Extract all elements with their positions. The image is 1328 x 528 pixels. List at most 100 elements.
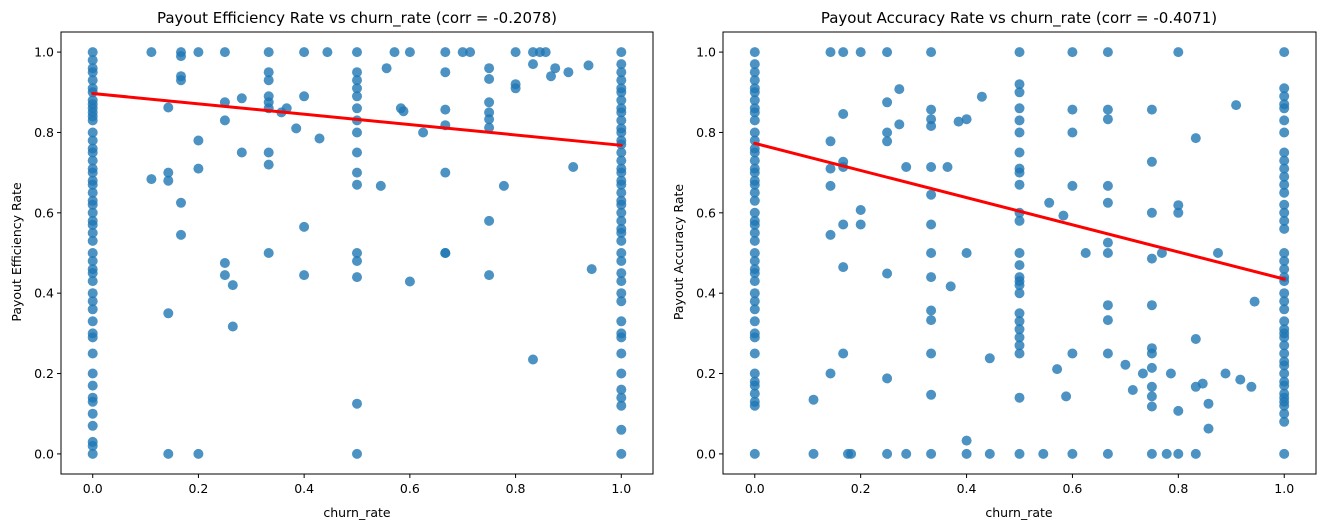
- scatter-point: [1067, 104, 1078, 115]
- scatter-point: [510, 47, 521, 58]
- scatter-panel-payout-accuracy: Payout Accuracy Rate vs churn_rate (corr…: [671, 9, 1317, 520]
- scatter-point: [87, 268, 98, 279]
- scatter-point: [1203, 398, 1214, 409]
- scatter-point: [146, 174, 157, 185]
- scatter-point: [440, 104, 451, 115]
- scatter-point: [616, 199, 627, 210]
- scatter-point: [616, 288, 627, 299]
- scatter-point: [616, 332, 627, 343]
- scatter-point: [1279, 147, 1290, 158]
- scatter-point: [1014, 147, 1025, 158]
- scatter-point: [749, 276, 760, 287]
- scatter-point: [1249, 296, 1260, 307]
- scatter-point: [1146, 300, 1157, 311]
- scatter-point: [1279, 199, 1290, 210]
- scatter-point: [1014, 79, 1025, 90]
- scatter-point: [1014, 87, 1025, 98]
- scatter-point: [1279, 380, 1290, 391]
- scatter-point: [219, 115, 230, 126]
- scatter-point: [1102, 197, 1113, 208]
- scatter-point: [389, 47, 400, 58]
- scatter-point: [808, 394, 819, 405]
- y-tick-label: 1.0: [34, 45, 54, 60]
- scatter-point: [616, 268, 627, 279]
- scatter-point: [1279, 256, 1290, 266]
- scatter-point: [1014, 248, 1025, 258]
- scatter-point: [616, 207, 627, 218]
- scatter-point: [1102, 248, 1113, 258]
- scatter-point: [87, 348, 98, 359]
- scatter-point: [616, 276, 627, 287]
- scatter-point: [87, 219, 98, 230]
- scatter-point: [87, 420, 98, 431]
- scatter-point: [546, 71, 556, 82]
- scatter-point: [1014, 167, 1025, 178]
- scatter-point: [1127, 385, 1138, 395]
- scatter-point: [352, 103, 362, 114]
- x-tick-label: 0.0: [83, 481, 103, 496]
- scatter-point: [1279, 368, 1290, 379]
- scatter-point: [352, 67, 362, 78]
- scatter-point: [263, 147, 274, 158]
- scatter-point: [1279, 91, 1290, 102]
- scatter-point: [1067, 47, 1078, 58]
- scatter-point: [984, 448, 995, 459]
- x-tick-label: 0.4: [294, 481, 314, 496]
- scatter-point: [838, 219, 849, 230]
- scatter-point: [846, 448, 857, 459]
- scatter-point: [1044, 197, 1055, 208]
- scatter-point: [87, 135, 98, 146]
- scatter-point: [749, 127, 760, 138]
- scatter-point: [1279, 416, 1290, 427]
- scatter-point: [1279, 187, 1290, 198]
- scatter-point: [299, 47, 310, 58]
- scatter-point: [961, 114, 972, 125]
- scatter-point: [1067, 180, 1078, 191]
- scatter-point: [749, 219, 760, 230]
- scatter-point: [440, 67, 451, 78]
- scatter-point: [984, 353, 995, 364]
- x-axis-label: churn_rate: [323, 505, 391, 520]
- y-axis-label: Payout Efficiency Rate: [9, 182, 24, 322]
- scatter-point: [163, 308, 174, 319]
- scatter-point: [616, 179, 627, 190]
- scatter-point: [1279, 103, 1290, 114]
- x-tick-label: 0.0: [745, 481, 765, 496]
- scatter-point: [825, 368, 836, 379]
- scatter-point: [563, 67, 574, 78]
- scatter-point: [1173, 405, 1184, 416]
- scatter-point: [236, 147, 247, 158]
- scatter-point: [749, 47, 760, 58]
- scatter-point: [176, 197, 186, 208]
- scatter-point: [87, 47, 98, 58]
- scatter-point: [87, 276, 98, 287]
- scatter-point: [1102, 47, 1113, 58]
- scatter-point: [1279, 171, 1290, 182]
- scatter-point: [236, 93, 247, 104]
- scatter-point: [87, 207, 98, 218]
- scatter-point: [1279, 127, 1290, 138]
- scatter-point: [749, 67, 760, 78]
- scatter-point: [87, 115, 98, 126]
- scatter-point: [193, 163, 204, 174]
- scatter-point: [1067, 348, 1078, 359]
- scatter-point: [749, 388, 760, 399]
- scatter-point: [87, 167, 98, 178]
- scatter-point: [193, 135, 204, 146]
- scatter-point: [1279, 296, 1290, 307]
- scatter-point: [926, 315, 937, 326]
- plot-area: 0.0 0.2 0.4 0.6 0.8 1.0 0.0 0.2 0.4 0.6 0.8 1.0: [696, 31, 1317, 496]
- scatter-point: [1203, 423, 1214, 434]
- scatter-point: [616, 75, 627, 86]
- scatter-point: [1246, 381, 1257, 392]
- scatter-point: [314, 133, 325, 144]
- scatter-point: [838, 47, 849, 58]
- scatter-point: [163, 167, 174, 178]
- scatter-point: [1137, 368, 1148, 379]
- scatter-point: [825, 180, 836, 191]
- scatter-point: [926, 272, 937, 283]
- plot-area: 0.0 0.2 0.4 0.6 0.8 1.0 0.0 0.2 0.4 0.6 0.8 1.0: [34, 31, 654, 496]
- scatter-point: [1279, 340, 1290, 351]
- scatter-point: [749, 179, 760, 190]
